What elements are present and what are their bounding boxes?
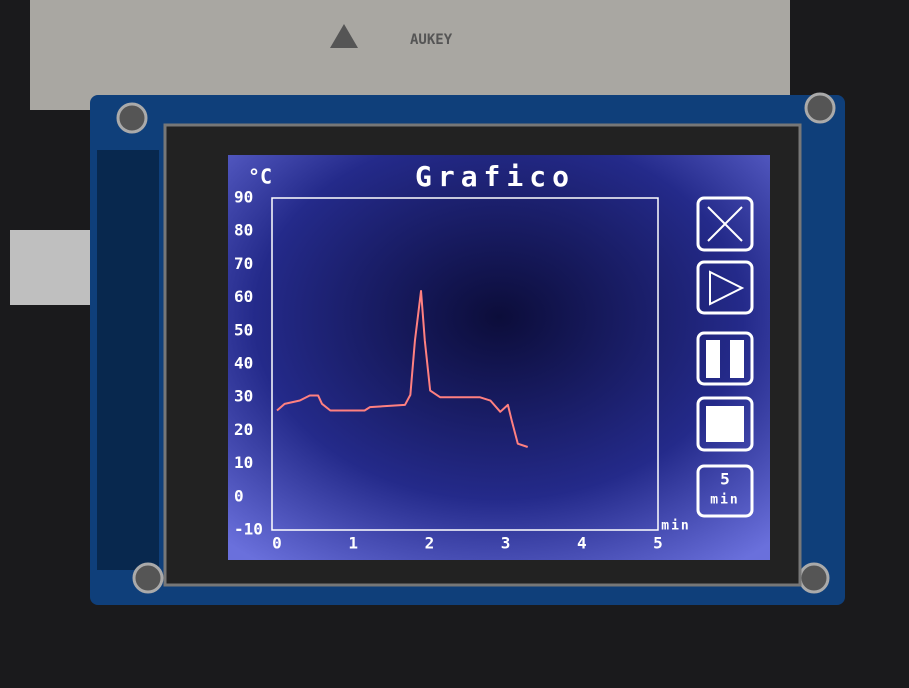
interval-unit: min: [710, 493, 739, 508]
photo: AUKEY °C Grafico min 5 min -100102030405…: [0, 0, 909, 688]
y-tick-label: 20: [234, 420, 253, 439]
screw: [806, 94, 834, 122]
y-tick-label: 90: [234, 188, 253, 207]
x-tick-label: 5: [653, 534, 663, 553]
chart-title: Grafico: [415, 160, 575, 193]
screw: [118, 104, 146, 132]
y-tick-label: -10: [234, 520, 263, 539]
x-tick-label: 2: [425, 534, 435, 553]
y-tick-label: 0: [234, 486, 244, 505]
stop-icon: [706, 406, 744, 442]
y-tick-label: 10: [234, 453, 253, 472]
x-axis-label: min: [661, 519, 690, 534]
interval-value: 5: [720, 470, 730, 489]
y-axis-label: °C: [248, 165, 272, 189]
y-tick-label: 60: [234, 287, 253, 306]
x-tick-label: 1: [348, 534, 358, 553]
page: AUKEY °C Grafico min 5 min -100102030405…: [0, 0, 909, 688]
y-tick-label: 30: [234, 387, 253, 406]
y-tick-label: 70: [234, 254, 253, 273]
pause-icon: [730, 340, 744, 378]
y-tick-label: 80: [234, 221, 253, 240]
x-tick-label: 0: [272, 534, 282, 553]
x-tick-label: 3: [501, 534, 511, 553]
pause-icon: [706, 340, 720, 378]
y-tick-label: 50: [234, 320, 253, 339]
box: [30, 0, 790, 110]
screw: [134, 564, 162, 592]
screen: [228, 155, 770, 560]
brand: AUKEY: [410, 32, 453, 48]
header-pins: [97, 150, 159, 570]
x-tick-label: 4: [577, 534, 587, 553]
screw: [800, 564, 828, 592]
y-tick-label: 40: [234, 354, 253, 373]
